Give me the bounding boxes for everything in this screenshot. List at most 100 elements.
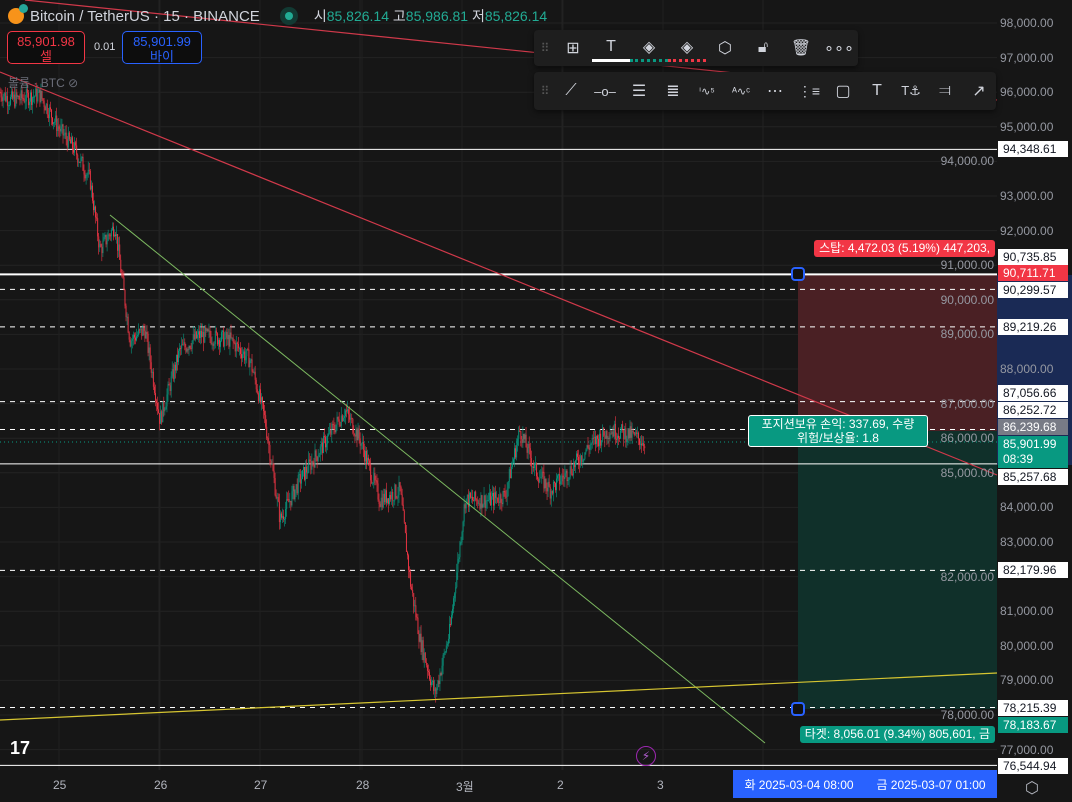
forecast-icon[interactable]: ↗ [972,83,986,100]
candle-body [519,430,521,432]
candle-body [306,466,308,473]
candle-body [636,432,638,434]
trash-icon[interactable]: 🗑︎ [790,40,812,57]
candle-body [44,106,46,111]
fib-levels-icon[interactable]: ☰ [631,83,647,100]
candle-body [379,504,381,507]
candle-body [464,504,466,509]
ohlc-values: 시85,826.14 고85,986.81 저85,826.14 [314,6,547,26]
candle-body [123,277,125,291]
candle-body [480,495,482,509]
candle-body [291,491,293,506]
level-price-label: 90,735.85 [998,249,1068,265]
candle-body [644,446,646,449]
candle-body [326,443,328,448]
chart-settings-icon[interactable]: ⬡ [1025,780,1039,797]
candle-body [138,329,140,335]
symbol-title[interactable]: Bitcoin / TetherUS · 15 · BINANCE [30,7,260,25]
candle-body [489,492,491,506]
candle-body [362,441,364,451]
market-status-icon[interactable] [279,7,298,25]
candle-body [253,371,255,373]
candle-body [104,234,106,238]
candle-body [482,504,484,508]
candle-body [601,440,603,446]
rectangle-icon[interactable]: ▢ [835,83,851,100]
candle-body [439,673,441,685]
candle-body [83,170,85,175]
candle-body [432,680,434,683]
eye-hidden-icon[interactable]: ⊘ [68,76,79,90]
fill-green-icon[interactable]: ◈ [630,34,668,62]
horizontal-ray-icon[interactable]: –o– [594,83,616,99]
tradingview-logo[interactable]: 17 [10,738,31,758]
more-icon[interactable]: ∘∘∘ [823,40,855,57]
candle-body [11,91,13,97]
low-value: 85,826.14 [484,8,548,24]
candle-body [554,481,555,484]
candle-body [417,617,419,635]
sell-button[interactable]: 85,901.98 셀 [7,31,85,64]
level-price-label: 94,348.61 [998,141,1068,157]
candle-body [614,423,616,439]
candle-body [488,492,490,500]
candle-body [512,463,513,467]
range-start: 화 2025-03-04 08:00 [744,777,854,792]
candle-body [197,334,198,339]
layout-add-icon[interactable]: ⊞ [566,40,580,57]
candle-body [134,334,135,338]
settings-icon[interactable]: ⬡ [718,40,732,57]
candle-body [237,343,239,349]
buy-button[interactable]: 85,901.99 바이 [122,31,202,64]
text-icon[interactable]: T [872,82,882,99]
candle-body [638,432,639,439]
time-tick: 28 [356,778,370,792]
stop-label[interactable]: 스탑: 4,472.03 (5.19%) 447,203, [814,240,995,257]
price-tick: 97,000.00 [1000,50,1054,65]
candle-body [539,478,541,483]
range-end: 금 2025-03-07 01:00 [876,777,986,792]
candle-body [577,453,578,457]
level-price-label: 85,257.68 [998,469,1068,485]
fib-extension-icon[interactable]: ≣ [666,83,680,100]
candle-body [63,134,65,136]
candle-body [226,331,228,340]
lightning-icon[interactable]: ⚡︎ [636,746,656,766]
candle-body [615,438,617,440]
level-price-label: 78,215.39 [998,700,1068,716]
trend-line-icon[interactable]: ⟋ [565,82,577,99]
position-info-label[interactable]: 포지션보유 손익: 337.69, 수량 위험/보상율: 1.8 [748,415,928,447]
volume-indicator[interactable]: 볼륨 · BTC ⊘ [8,74,78,91]
candle-body [407,552,408,556]
text-color-icon[interactable]: T [592,34,630,62]
candle-body [40,90,42,103]
anchored-text-icon[interactable]: T⚓︎ [901,83,921,98]
unlock-icon[interactable]: 🔓︎ [757,39,769,56]
candle-body [190,348,192,350]
drag-handle-icon[interactable]: ⠿ [540,41,550,55]
candle-body [571,473,573,476]
level-price-label: 82,179.96 [998,562,1068,578]
candle-body [84,174,86,179]
candle-body [261,397,262,402]
target-label[interactable]: 타겟: 8,056.01 (9.34%) 805,601, 금 [799,726,995,743]
channel-dotted-icon[interactable]: ⋮≡ [797,82,821,99]
channel-icon[interactable]: ⋯ [767,83,783,100]
wave-15-icon[interactable]: ⁱ∿⁵ [699,85,715,98]
drag-handle-icon[interactable]: ⠿ [540,84,550,98]
candle-body [166,394,168,407]
candle-body [576,453,577,461]
candle-body [9,104,10,106]
candle-body [321,442,323,454]
candle-body [4,92,6,101]
fill-red-icon[interactable]: ◈ [668,34,706,62]
candle-body [58,126,60,129]
candle-body [373,473,375,484]
candle-body [147,333,149,353]
candle-body [109,235,111,237]
volume-profile-icon[interactable]: ⫤ [938,82,952,99]
candle-body [445,645,447,653]
candle-body [37,92,39,102]
wave-ac-icon[interactable]: ᴬ∿ᶜ [731,85,751,98]
